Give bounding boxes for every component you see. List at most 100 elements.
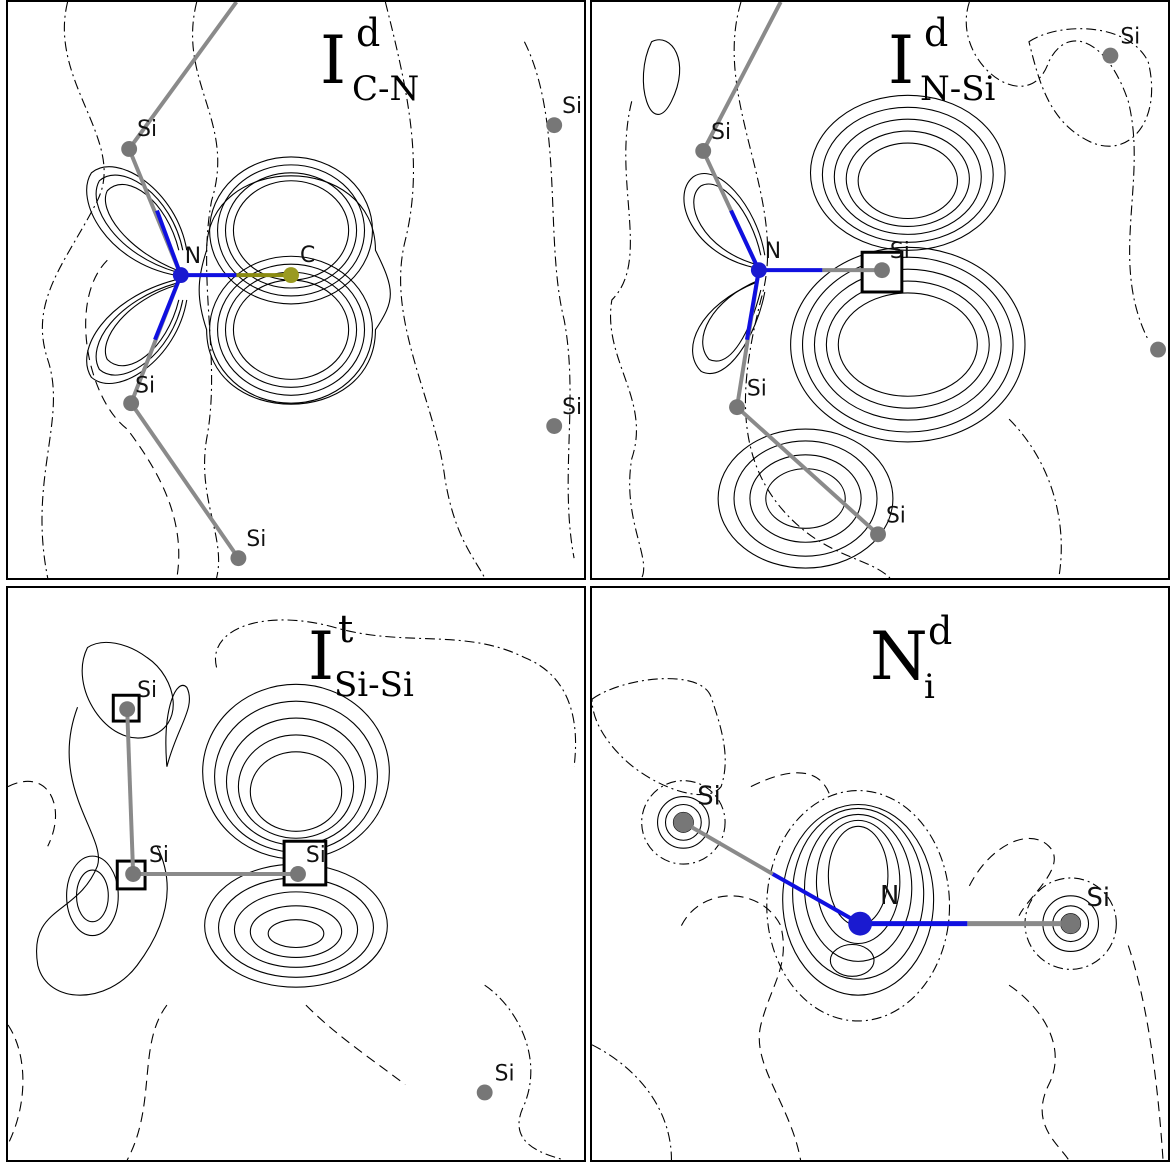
bond-line — [682, 820, 774, 876]
contour-lobe-lower — [204, 863, 388, 988]
contour-line — [305, 1004, 406, 1085]
title-sup: d — [356, 11, 381, 55]
title-sup: d — [924, 11, 949, 55]
atom-label: C — [300, 243, 315, 268]
bond-line — [701, 2, 783, 152]
panel-title: I d N-Si — [888, 14, 995, 106]
contour-line — [592, 678, 726, 796]
atom-label: N — [185, 244, 201, 269]
contour-lobe-upper — [202, 683, 390, 860]
bond-line — [155, 209, 183, 276]
contour-lobe-n — [86, 166, 188, 384]
panel-insi: Si Si N Si Si Si I d N-Si — [590, 0, 1170, 580]
panel-icn: Si Si N C Si Si Si I d C-N — [6, 0, 586, 580]
bond-line — [153, 274, 183, 341]
atom-label: N — [880, 881, 899, 911]
panel-isisi: Si Si Si Si I t Si-Si — [6, 586, 586, 1162]
contour-lobe-bottom — [717, 428, 894, 569]
panel-title: I t Si-Si — [308, 610, 414, 702]
contour-line — [165, 685, 191, 767]
panel-title: I d C-N — [320, 14, 419, 106]
contour-plot-isisi: Si Si Si Si — [8, 619, 577, 1160]
atom-si — [729, 399, 745, 416]
bond-line — [127, 2, 239, 151]
contour-line — [642, 39, 681, 115]
atom-si — [673, 812, 694, 833]
contour-line — [81, 641, 174, 739]
contour-line — [968, 837, 1055, 916]
atom-si — [695, 143, 712, 159]
bond-line — [735, 405, 880, 536]
contour-plot-icn: Si Si N C Si Si Si — [41, 2, 582, 578]
contour-plot-ni: Si N Si — [592, 678, 1164, 1160]
atom-si — [1102, 47, 1119, 64]
title-sub: C-N — [352, 69, 420, 109]
contour-line — [680, 895, 802, 1160]
contour-lobe-lower — [790, 246, 1026, 443]
contour-lobe-n — [766, 790, 951, 1022]
atom-si — [230, 550, 247, 567]
title-sub: i — [924, 667, 935, 707]
title-sub: Si-Si — [334, 665, 414, 705]
atom-label: Si — [135, 373, 155, 398]
title-sup: d — [928, 609, 953, 653]
contour-line — [1008, 984, 1070, 1160]
contour-line — [192, 2, 220, 578]
atom-si — [123, 395, 140, 412]
atom-si — [1060, 913, 1081, 934]
bond-line — [729, 209, 761, 271]
contour-line — [1127, 945, 1164, 1160]
atom-si — [870, 526, 886, 543]
atom-si — [1150, 341, 1167, 358]
contour-plot-insi: Si Si N Si Si Si — [610, 2, 1167, 578]
atom-label: Si — [562, 395, 582, 420]
contour-line — [214, 619, 577, 767]
atom-label: Si — [137, 117, 157, 142]
atom-si — [125, 866, 142, 882]
atom-label: Si — [137, 678, 157, 703]
contour-line — [384, 2, 486, 578]
title-sup: t — [338, 607, 354, 651]
bond-line — [771, 872, 862, 926]
panel-ni: Si N Si N d i — [590, 586, 1170, 1162]
contour-line — [523, 41, 575, 559]
contour-line — [610, 101, 645, 578]
atom-label: N — [765, 239, 781, 264]
contour-line — [126, 1004, 168, 1160]
contour-line — [750, 772, 831, 797]
atom-si — [546, 117, 563, 134]
contour-line — [85, 259, 180, 578]
contour-line — [35, 706, 168, 996]
atom-si — [476, 1084, 493, 1101]
atom-label: Si — [711, 120, 731, 145]
atom-c — [283, 267, 299, 284]
title-main: I — [308, 618, 335, 695]
atom-label: Si — [306, 843, 326, 868]
atom-si — [546, 418, 563, 434]
atom-label: Si — [562, 94, 582, 119]
contour-lobe-upper — [809, 94, 1006, 251]
atom-n — [848, 911, 873, 936]
atom-label: Si — [1120, 25, 1140, 50]
title-main: I — [320, 22, 347, 99]
atom-label: Si — [246, 527, 266, 552]
title-main: N — [870, 618, 928, 695]
contour-line — [1028, 28, 1153, 147]
contour-line — [8, 1024, 24, 1145]
bond-line — [744, 269, 761, 340]
contour-line — [41, 2, 105, 578]
contour-line — [8, 780, 57, 847]
atom-label: Si — [886, 503, 906, 528]
contour-line — [592, 1044, 673, 1160]
title-main: I — [888, 22, 915, 99]
atom-label: Si — [149, 843, 169, 868]
contour-lobe-left — [66, 855, 119, 937]
atom-si — [874, 262, 890, 279]
atom-n — [172, 267, 189, 284]
panel-title: N d i — [870, 612, 952, 704]
contour-line — [965, 2, 1149, 340]
atom-n — [750, 262, 767, 279]
title-sub: N-Si — [920, 69, 996, 109]
atom-si — [121, 141, 138, 157]
atom-label: Si — [747, 376, 767, 401]
